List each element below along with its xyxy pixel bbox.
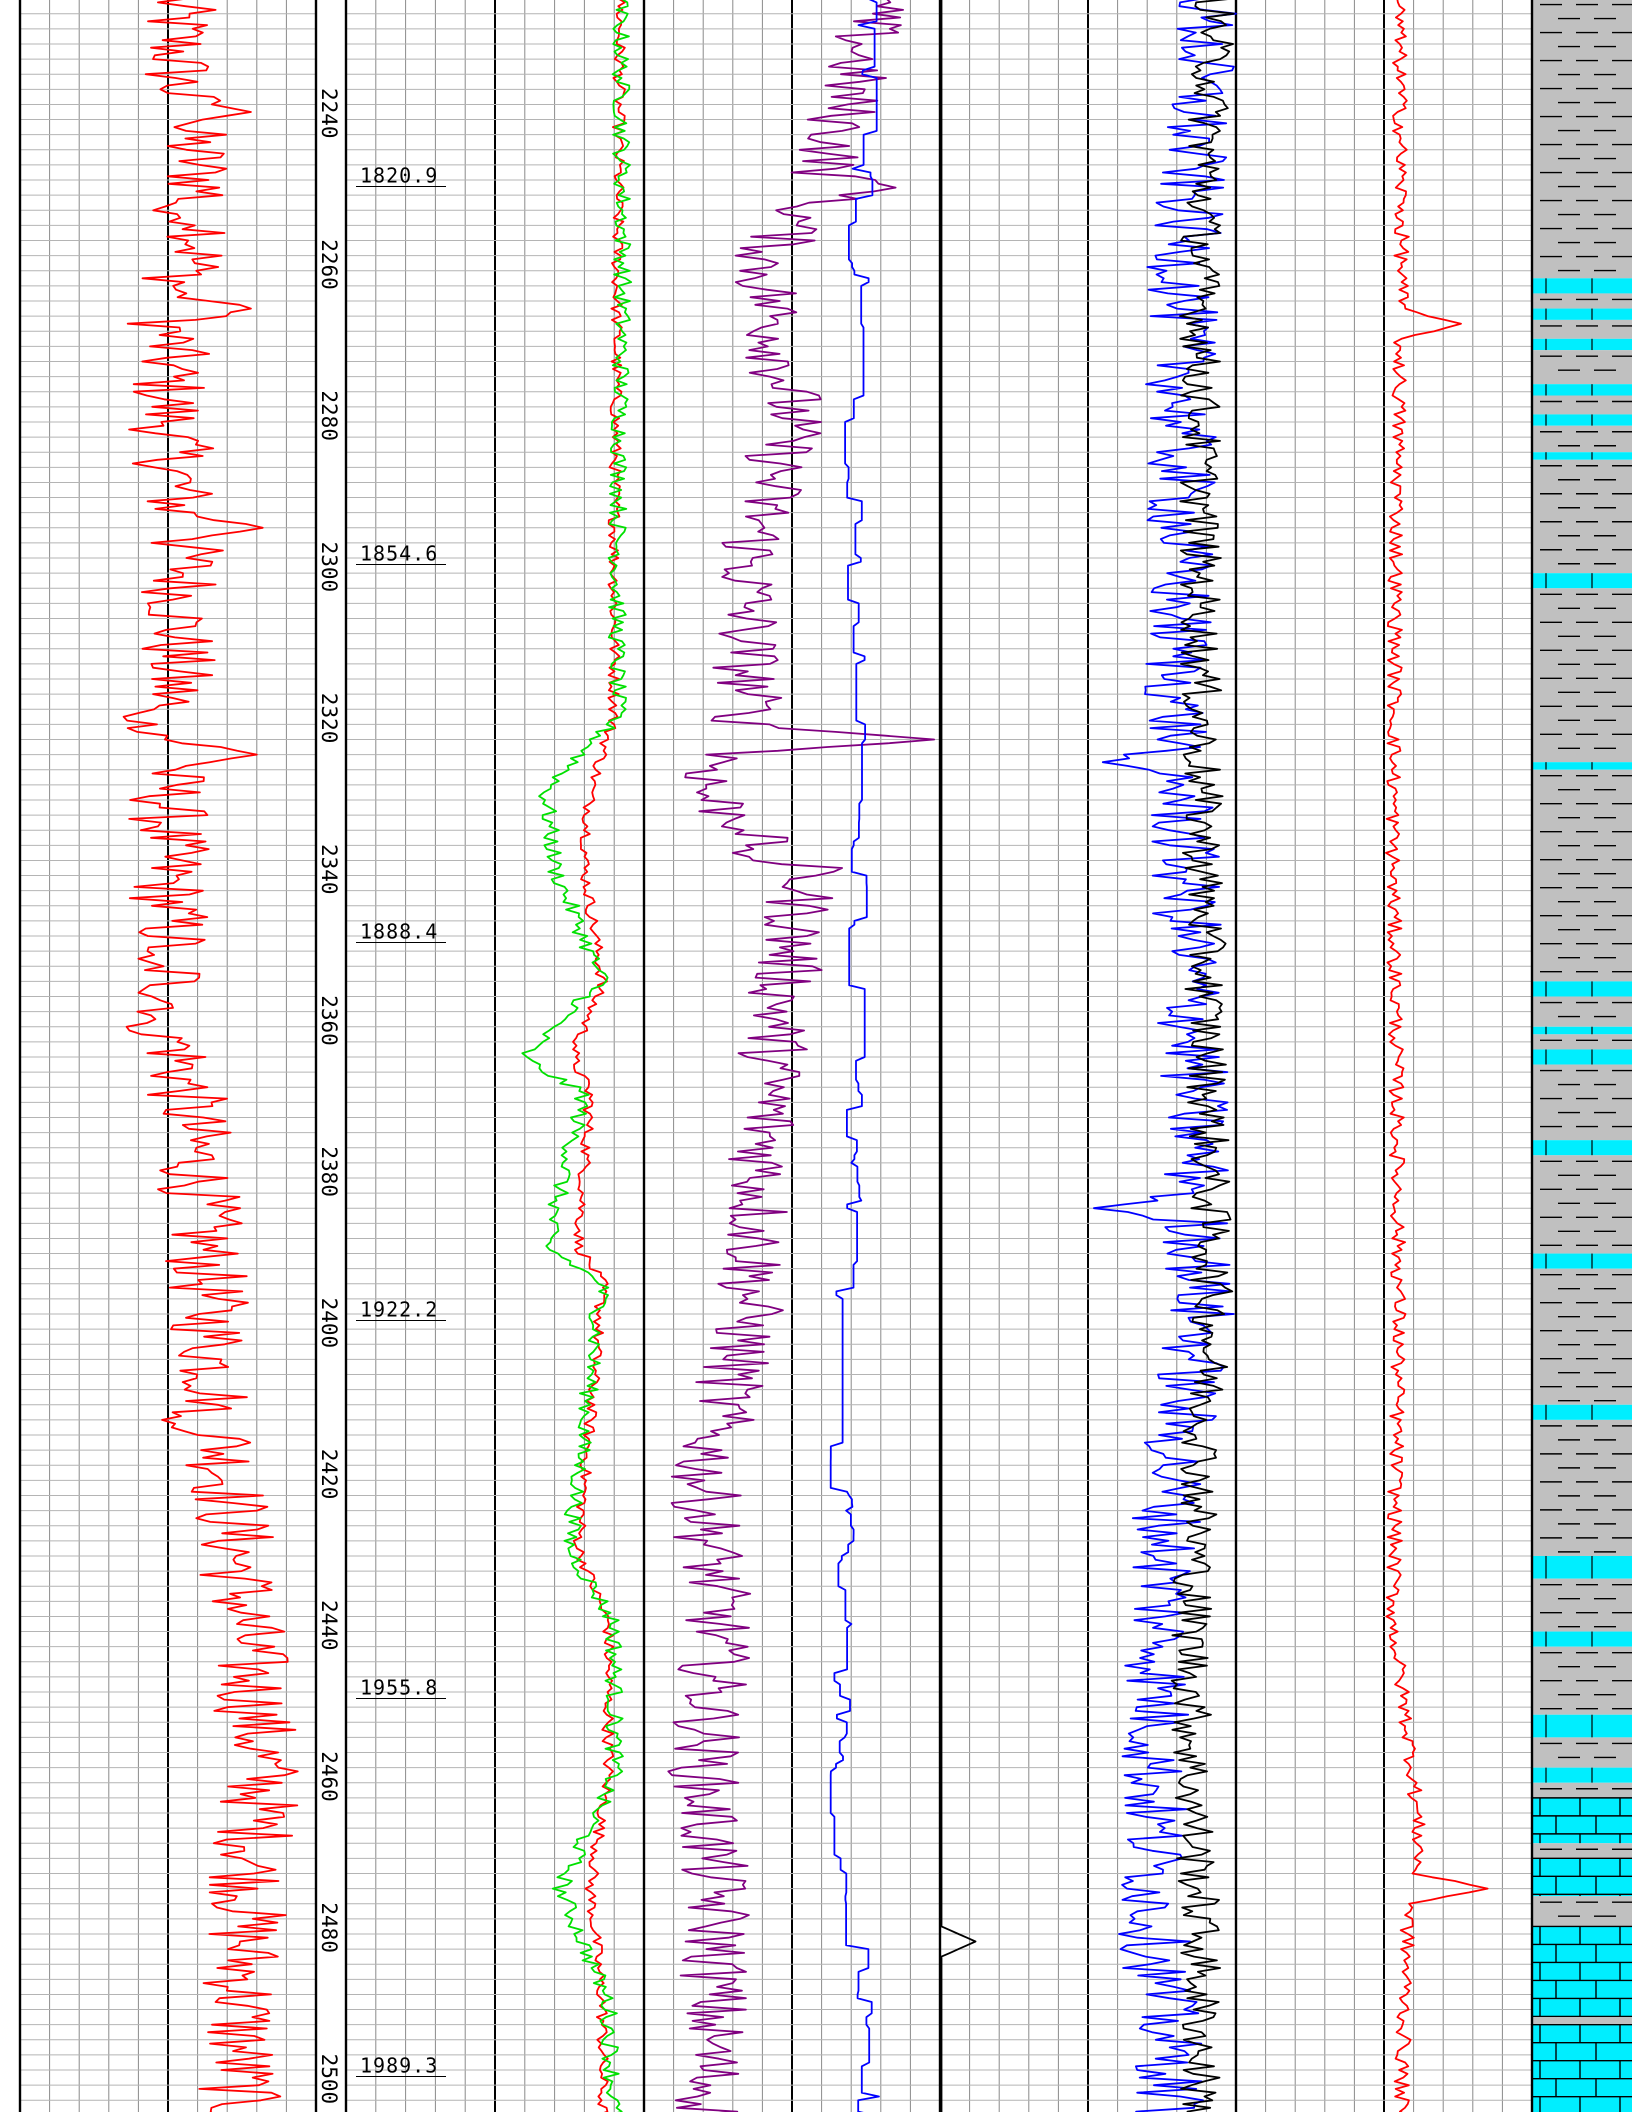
lith-sand: [1532, 1404, 1632, 1420]
lith-shale: [1532, 1578, 1632, 1632]
lith-shale: [1532, 1896, 1632, 1927]
lith-shale: [1532, 459, 1632, 574]
curve-gr: [122, 0, 299, 2112]
lith-sand: [1532, 278, 1632, 294]
lith-sand: [1532, 308, 1632, 320]
curve-res_shallow: [521, 0, 633, 2112]
lith-shale: [1532, 1737, 1632, 1768]
depth-tick-label: 2420: [317, 1449, 341, 1500]
curve-sp: [1385, 0, 1489, 2112]
depth-tick-label: 2340: [317, 844, 341, 895]
lith-limestone: [1532, 1926, 1632, 2018]
lith-sand: [1532, 414, 1632, 426]
depth-tick-label: 2360: [317, 995, 341, 1046]
curve-neutron: [829, 0, 880, 2112]
lith-sand: [1532, 1714, 1632, 1738]
depth-tick-label: 2300: [317, 542, 341, 593]
lith-sand: [1532, 1140, 1632, 1156]
depth-tick-label: 2440: [317, 1600, 341, 1651]
lith-shale: [1532, 350, 1632, 385]
lith-shale: [1532, 319, 1632, 339]
lith-sand: [1532, 1026, 1632, 1035]
lith-shale: [1532, 1155, 1632, 1254]
lith-shale: [1532, 1843, 1632, 1859]
curve-res_deep: [572, 0, 626, 2112]
depth-tick-label: 2260: [317, 239, 341, 290]
depth-tick-label: 2280: [317, 390, 341, 441]
depth-tick-label: 2480: [317, 1902, 341, 1953]
lith-shale: [1532, 293, 1632, 309]
depth-tick-label: 2320: [317, 693, 341, 744]
lith-shale: [1532, 1064, 1632, 1141]
tvd-label: 1922.2: [360, 1297, 438, 1321]
lith-limestone: [1532, 2024, 1632, 2112]
lith-limestone: [1532, 1858, 1632, 1897]
lith-sand: [1532, 1049, 1632, 1065]
lith-shale: [1532, 1419, 1632, 1556]
curve-density: [667, 0, 935, 2112]
lith-sand: [1532, 573, 1632, 589]
depth-tick-label: 2460: [317, 1751, 341, 1802]
depth-tick-label: 2400: [317, 1298, 341, 1349]
lith-shale: [1532, 395, 1632, 415]
lithology-column: [1532, 0, 1632, 2112]
tvd-label: 1888.4: [360, 919, 438, 943]
curve-sonic_a: [1170, 0, 1235, 2112]
log-curves: [122, 0, 1489, 2112]
lith-sand: [1532, 981, 1632, 997]
depth-tick-label: 2380: [317, 1146, 341, 1197]
depth-tick-label: 2500: [317, 2054, 341, 2105]
lith-sand: [1532, 1253, 1632, 1269]
grid-lines: [18, 0, 1534, 2112]
lith-shale: [1532, 0, 1632, 279]
lith-shale: [1532, 425, 1632, 453]
tvd-label: 1820.9: [360, 163, 438, 187]
lith-sand: [1532, 762, 1632, 770]
tvd-label: 1989.3: [360, 2053, 438, 2077]
lith-sand: [1532, 1631, 1632, 1647]
lith-sand: [1532, 384, 1632, 396]
lith-sand: [1532, 452, 1632, 460]
lith-shale: [1532, 996, 1632, 1027]
tvd-label: 1955.8: [360, 1675, 438, 1699]
lith-shale: [1532, 769, 1632, 982]
lith-sand: [1532, 1555, 1632, 1579]
lith-sand: [1532, 338, 1632, 351]
lith-shale: [1532, 2017, 1632, 2025]
lith-shale: [1532, 1268, 1632, 1405]
lith-shale: [1532, 588, 1632, 763]
depth-labels: 2240 2260 2280 2300 2320 2340 2360 2380 2400 2420…: [317, 88, 446, 2104]
tvd-label: 1854.6: [360, 541, 438, 565]
lith-shale: [1532, 1034, 1632, 1050]
depth-tick-label: 2240: [317, 88, 341, 139]
curve-pe: [940, 0, 977, 2112]
lith-limestone: [1532, 1797, 1632, 1844]
lith-shale: [1532, 1782, 1632, 1798]
lith-sand: [1532, 1767, 1632, 1783]
